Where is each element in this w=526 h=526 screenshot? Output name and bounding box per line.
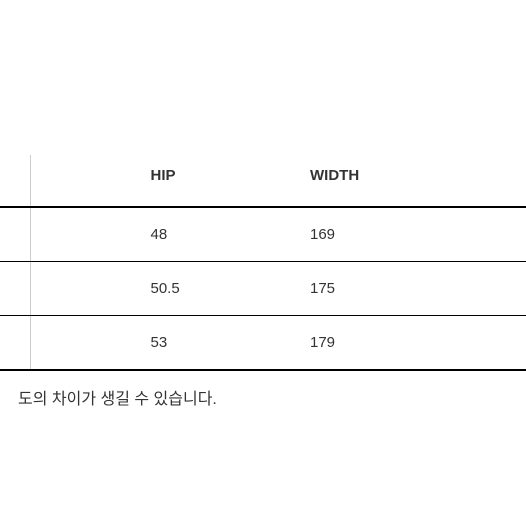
size-table: HIP WIDTH 48 169 50.5 175 53 179 [0, 155, 526, 371]
cell-width: 175 [310, 262, 526, 316]
row-edge-cell [0, 262, 30, 316]
size-note: 도의 차이가 생길 수 있습니다. [0, 371, 526, 409]
table-row: 48 169 [0, 207, 526, 262]
table-header-row: HIP WIDTH [0, 155, 526, 207]
table-row: 50.5 175 [0, 262, 526, 316]
cell-hip: 48 [30, 207, 310, 262]
header-edge-cell [0, 155, 30, 207]
size-table-container: HIP WIDTH 48 169 50.5 175 53 179 도의 차이가 … [0, 155, 526, 409]
row-edge-cell [0, 316, 30, 371]
cell-width: 169 [310, 207, 526, 262]
header-width: WIDTH [310, 155, 526, 207]
cell-width: 179 [310, 316, 526, 371]
cell-hip: 50.5 [30, 262, 310, 316]
table-row: 53 179 [0, 316, 526, 371]
cell-hip: 53 [30, 316, 310, 371]
row-edge-cell [0, 207, 30, 262]
header-hip: HIP [30, 155, 310, 207]
